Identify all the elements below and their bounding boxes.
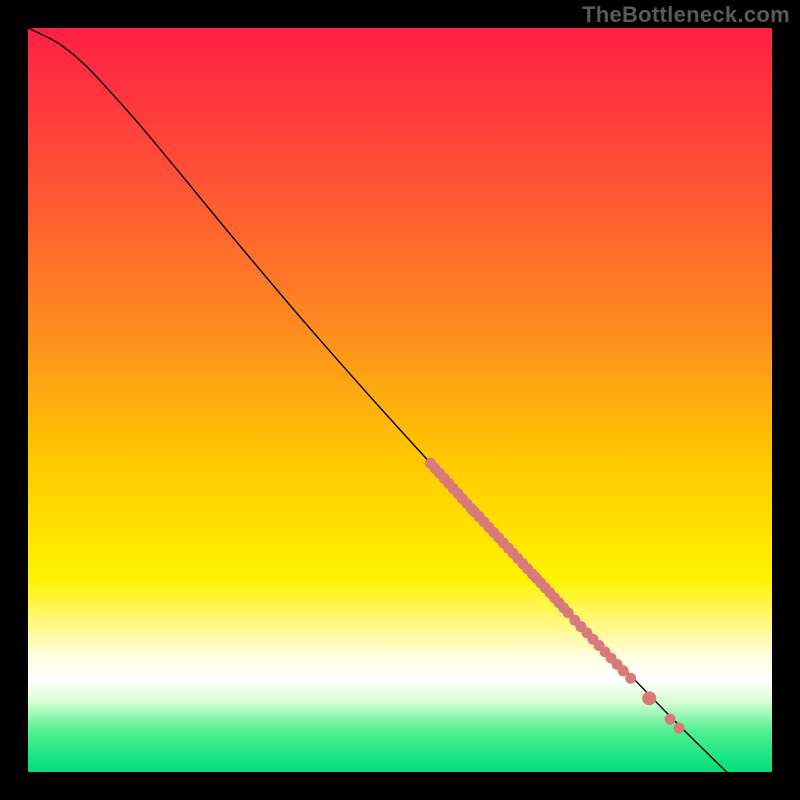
data-point [642,691,656,705]
data-point [674,723,685,734]
plot-area [28,28,772,772]
watermark-text: TheBottleneck.com [582,2,790,28]
chart-container: TheBottleneck.com [0,0,800,800]
plot-svg [28,28,772,772]
data-point [625,673,636,684]
data-point [665,714,676,725]
plot-background [28,28,772,772]
